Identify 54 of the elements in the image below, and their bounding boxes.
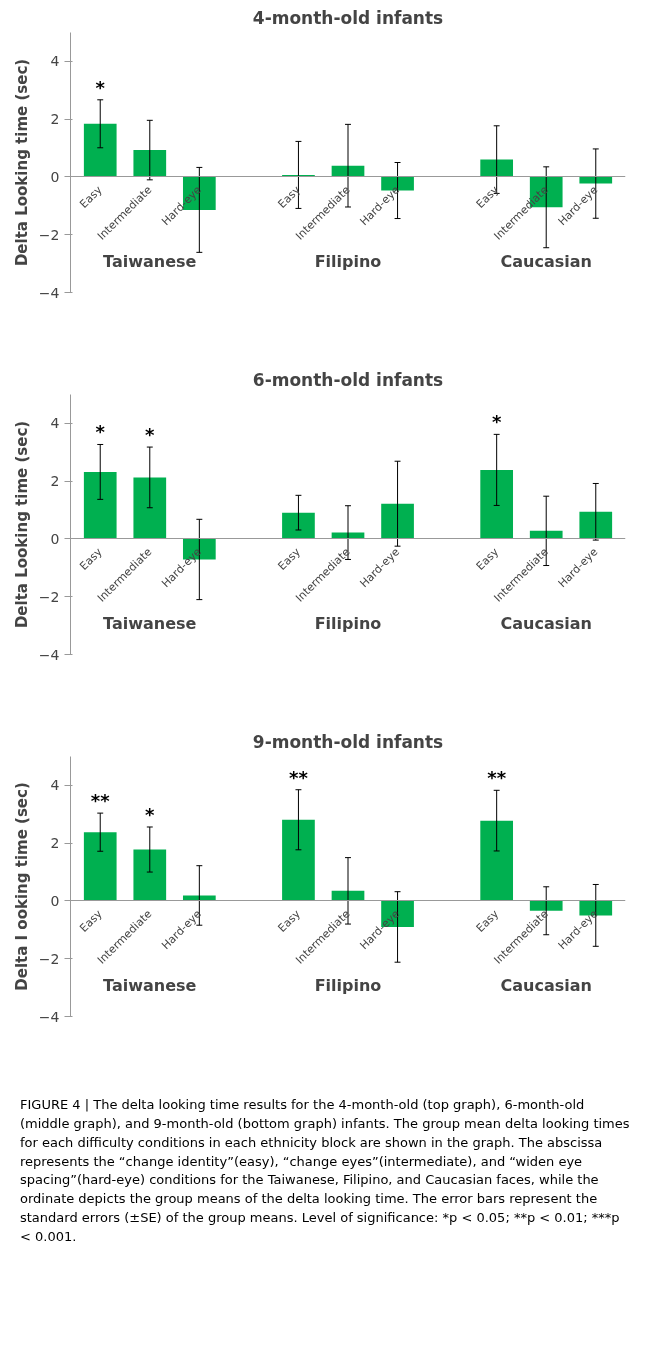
y-tick-label: 0: [50, 168, 60, 185]
bar: [480, 159, 514, 177]
bar: [579, 511, 613, 539]
y-tick-label: −2: [38, 950, 60, 967]
data-label: *: [145, 803, 156, 825]
chart-title: 4-month-old infants: [252, 7, 444, 28]
y-tick-label: −4: [38, 646, 60, 663]
y-tick-label: 4: [50, 53, 60, 70]
annotation: Caucasian: [500, 975, 592, 995]
y-tick-label: −4: [38, 284, 60, 301]
y-tick-label: −2: [38, 588, 60, 605]
annotation: Taiwanese: [103, 975, 197, 995]
bar: [133, 849, 167, 901]
y-axis-title: Delta Looking time (sec): [12, 420, 31, 629]
bar: [83, 123, 117, 177]
data-label: *: [145, 424, 156, 446]
y-tick-label: 4: [50, 415, 60, 432]
bar: [480, 469, 514, 539]
data-label: *: [95, 76, 106, 98]
y-tick-label: 2: [50, 111, 60, 128]
annotation: Filipino: [314, 251, 382, 271]
data-label: *: [95, 421, 106, 443]
data-label: *: [491, 411, 502, 433]
data-label: **: [90, 790, 111, 812]
caption: FIGURE 4 | The delta looking time results for the 4-month-old (top graph), 6-month-old (middle graph), and 9-month-old (bottom graph) infants. The group mean delta looking times for each difficulty conditions in each ethnicity block are shown in the graph. The abscissa represents the “change identity”(easy), “change eyes”(intermediate), and “widen eye spacing”(hard-eye) conditions for the Taiwanese, Filipino, and Caucasian faces, while the ordinate depicts the group means of the delta looking time. The error bars represent the standard errors (±SE) of the group means. Level of significance: *p < 0.05; **p < 0.01; ***p < 0.001.: [20, 1096, 630, 1246]
y-tick-label: 2: [50, 835, 60, 852]
bar: [83, 471, 117, 539]
y-tick-label: 0: [50, 530, 60, 547]
annotation: Caucasian: [500, 613, 592, 633]
bar: [133, 150, 167, 177]
bar: [133, 477, 167, 539]
y-tick-label: 2: [50, 473, 60, 490]
chart-title: 9-month-old infants: [252, 731, 444, 752]
y-tick-label: −4: [38, 1008, 60, 1025]
bar: [529, 900, 563, 911]
bar: [83, 832, 117, 901]
y-tick-label: 0: [50, 892, 60, 909]
y-tick-label: 4: [50, 777, 60, 794]
annotation: Caucasian: [500, 251, 592, 271]
bar: [381, 503, 414, 539]
bar: [282, 819, 315, 901]
annotation: Taiwanese: [103, 251, 197, 271]
y-axis-title: Delta I ooking time (sec): [12, 782, 31, 991]
bar: [282, 512, 315, 539]
chart-title: 6-month-old infants: [252, 369, 444, 390]
bar: [579, 176, 613, 184]
y-axis-title: Delta Looking time (sec): [12, 58, 31, 267]
annotation: Filipino: [314, 975, 382, 995]
y-tick-label: −2: [38, 226, 60, 243]
data-label: **: [289, 766, 309, 788]
data-label: **: [487, 767, 507, 789]
bar: [480, 820, 514, 901]
annotation: Filipino: [314, 613, 382, 633]
annotation: Taiwanese: [103, 613, 197, 633]
